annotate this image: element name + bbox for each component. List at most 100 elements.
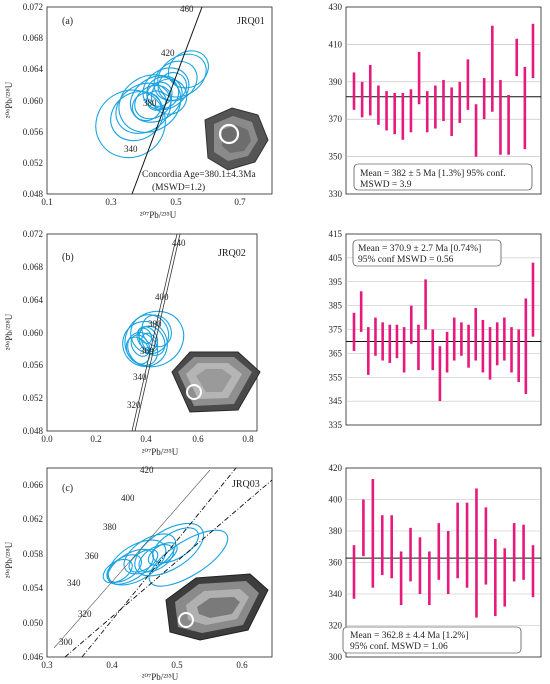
zircon-grain-image (165, 573, 269, 641)
age-bar-panel-b: Mean = 370.9 ± 2.7 Ma [0.74%] 95% conf M… (329, 229, 542, 430)
x-tick: 0.6 (192, 434, 204, 444)
y-tick-labels: 0.046 0.050 0.054 0.058 0.062 0.066 (23, 480, 44, 662)
x-axis-label: ²⁰⁷Pb/²³⁵U (140, 210, 177, 220)
y-tick: 400 (329, 495, 343, 505)
y-tick: 0.046 (23, 652, 44, 662)
concordia-age-labels: 440 400 380 360 340 320 (127, 238, 186, 410)
y-tick: 340 (329, 589, 343, 599)
age-bar (475, 488, 478, 618)
error-ellipse (153, 60, 198, 102)
y-tick: 0.056 (23, 360, 44, 370)
error-ellipse (148, 529, 229, 587)
concordia-label: 380 (143, 98, 157, 108)
error-ellipse (134, 522, 204, 577)
panel-tag: (b) (62, 252, 74, 263)
concordia-label: 460 (180, 4, 194, 14)
concordia-label: 320 (78, 609, 92, 619)
concordia-curve-error (53, 469, 211, 649)
mean-age-box (342, 626, 522, 654)
y-tick: 0.054 (23, 583, 44, 593)
error-ellipse (167, 50, 209, 89)
age-bar (409, 527, 412, 582)
ellipse-group (122, 310, 185, 368)
sample-name: JRQ02 (218, 248, 246, 259)
y-tick: 0.064 (23, 64, 44, 74)
y-tick: 0.060 (23, 96, 44, 106)
age-bar (402, 327, 406, 373)
x-tick-labels: 0.3 0.4 0.5 0.6 (41, 660, 248, 670)
x-axis-label: ²⁰⁷Pb/²³⁵U (142, 447, 179, 457)
age-bar (362, 499, 365, 557)
ellipse-group (95, 50, 209, 159)
x-tick: 0.1 (41, 197, 52, 207)
age-bar (458, 81, 462, 123)
x-tick: 0.0 (41, 434, 53, 444)
y-tick: 330 (329, 189, 343, 199)
concordia-label: 360 (140, 346, 154, 356)
age-bar (371, 479, 375, 588)
age-bar (368, 64, 372, 116)
age-bar-panel-c: Mean = 362.8 ± 4.4 Ma [1.2%] 95% conf. M… (329, 463, 542, 662)
mean-age-box (352, 239, 502, 267)
zircon-grain-image (204, 107, 269, 171)
age-bar (388, 324, 392, 363)
age-bar (512, 523, 516, 582)
age-bar (434, 85, 437, 129)
age-bar (481, 319, 485, 373)
x-tick-labels: 0.0 0.2 0.4 0.6 0.8 (41, 434, 254, 444)
age-bar (523, 66, 527, 150)
age-bar (494, 538, 497, 617)
age-bar (446, 531, 450, 594)
plot-frame (46, 233, 258, 432)
age-bar (510, 327, 513, 373)
mswd-text: 95% conf MSWD = 0.56 (358, 254, 454, 265)
x-tick: 0.5 (171, 660, 183, 670)
y-tick-labels: 0.048 0.052 0.056 0.060 0.064 0.068 0.07… (23, 2, 44, 199)
age-bar (499, 79, 502, 155)
concordia-panel-c: 420 400 380 360 340 320 300 (c) JRQ03 0.… (4, 465, 273, 682)
concordia-age-labels: 420 400 380 360 340 320 300 (59, 465, 154, 647)
age-bar (531, 545, 535, 598)
concordia-label: 300 (59, 637, 73, 647)
age-bar (385, 91, 388, 131)
concordia-curve (131, 233, 178, 432)
concordia-label: 380 (148, 319, 162, 329)
age-bars (352, 262, 535, 402)
age-bar (515, 38, 519, 77)
y-tick: 0.056 (23, 127, 44, 137)
age-bar (352, 545, 356, 599)
concordia-label: 420 (140, 465, 154, 475)
age-bars (352, 23, 535, 157)
analysis-spot (186, 384, 202, 400)
y-tick: 430 (329, 2, 343, 12)
age-bar (417, 51, 421, 105)
y-tick: 345 (329, 396, 343, 406)
y-tick: 415 (329, 229, 343, 239)
y-tick: 320 (329, 621, 343, 631)
age-bar (522, 524, 525, 580)
y-tick-labels: 335 345 355 365 375 385 395 405 415 (329, 229, 343, 430)
age-bar (409, 89, 413, 133)
y-tick: 370 (329, 114, 343, 124)
age-bar (450, 87, 453, 137)
age-bar (399, 551, 403, 606)
panel-tag: (c) (62, 483, 73, 494)
sample-name: JRQ03 (232, 479, 260, 490)
y-tick: 0.068 (23, 262, 44, 272)
x-tick: 0.8 (242, 434, 254, 444)
age-bar (374, 317, 377, 356)
error-ellipse (129, 75, 183, 123)
age-bar (352, 72, 356, 110)
age-bar (360, 81, 364, 118)
age-bar (467, 324, 470, 368)
y-tick: 0.048 (23, 189, 44, 199)
error-ellipse (131, 92, 162, 122)
age-bar (488, 327, 492, 380)
y-tick: 360 (329, 558, 343, 568)
y-tick: 395 (329, 277, 343, 287)
error-ellipse (107, 539, 167, 586)
x-tick: 0.3 (105, 197, 117, 207)
x-tick: 0.4 (140, 434, 152, 444)
age-bar (495, 322, 499, 366)
